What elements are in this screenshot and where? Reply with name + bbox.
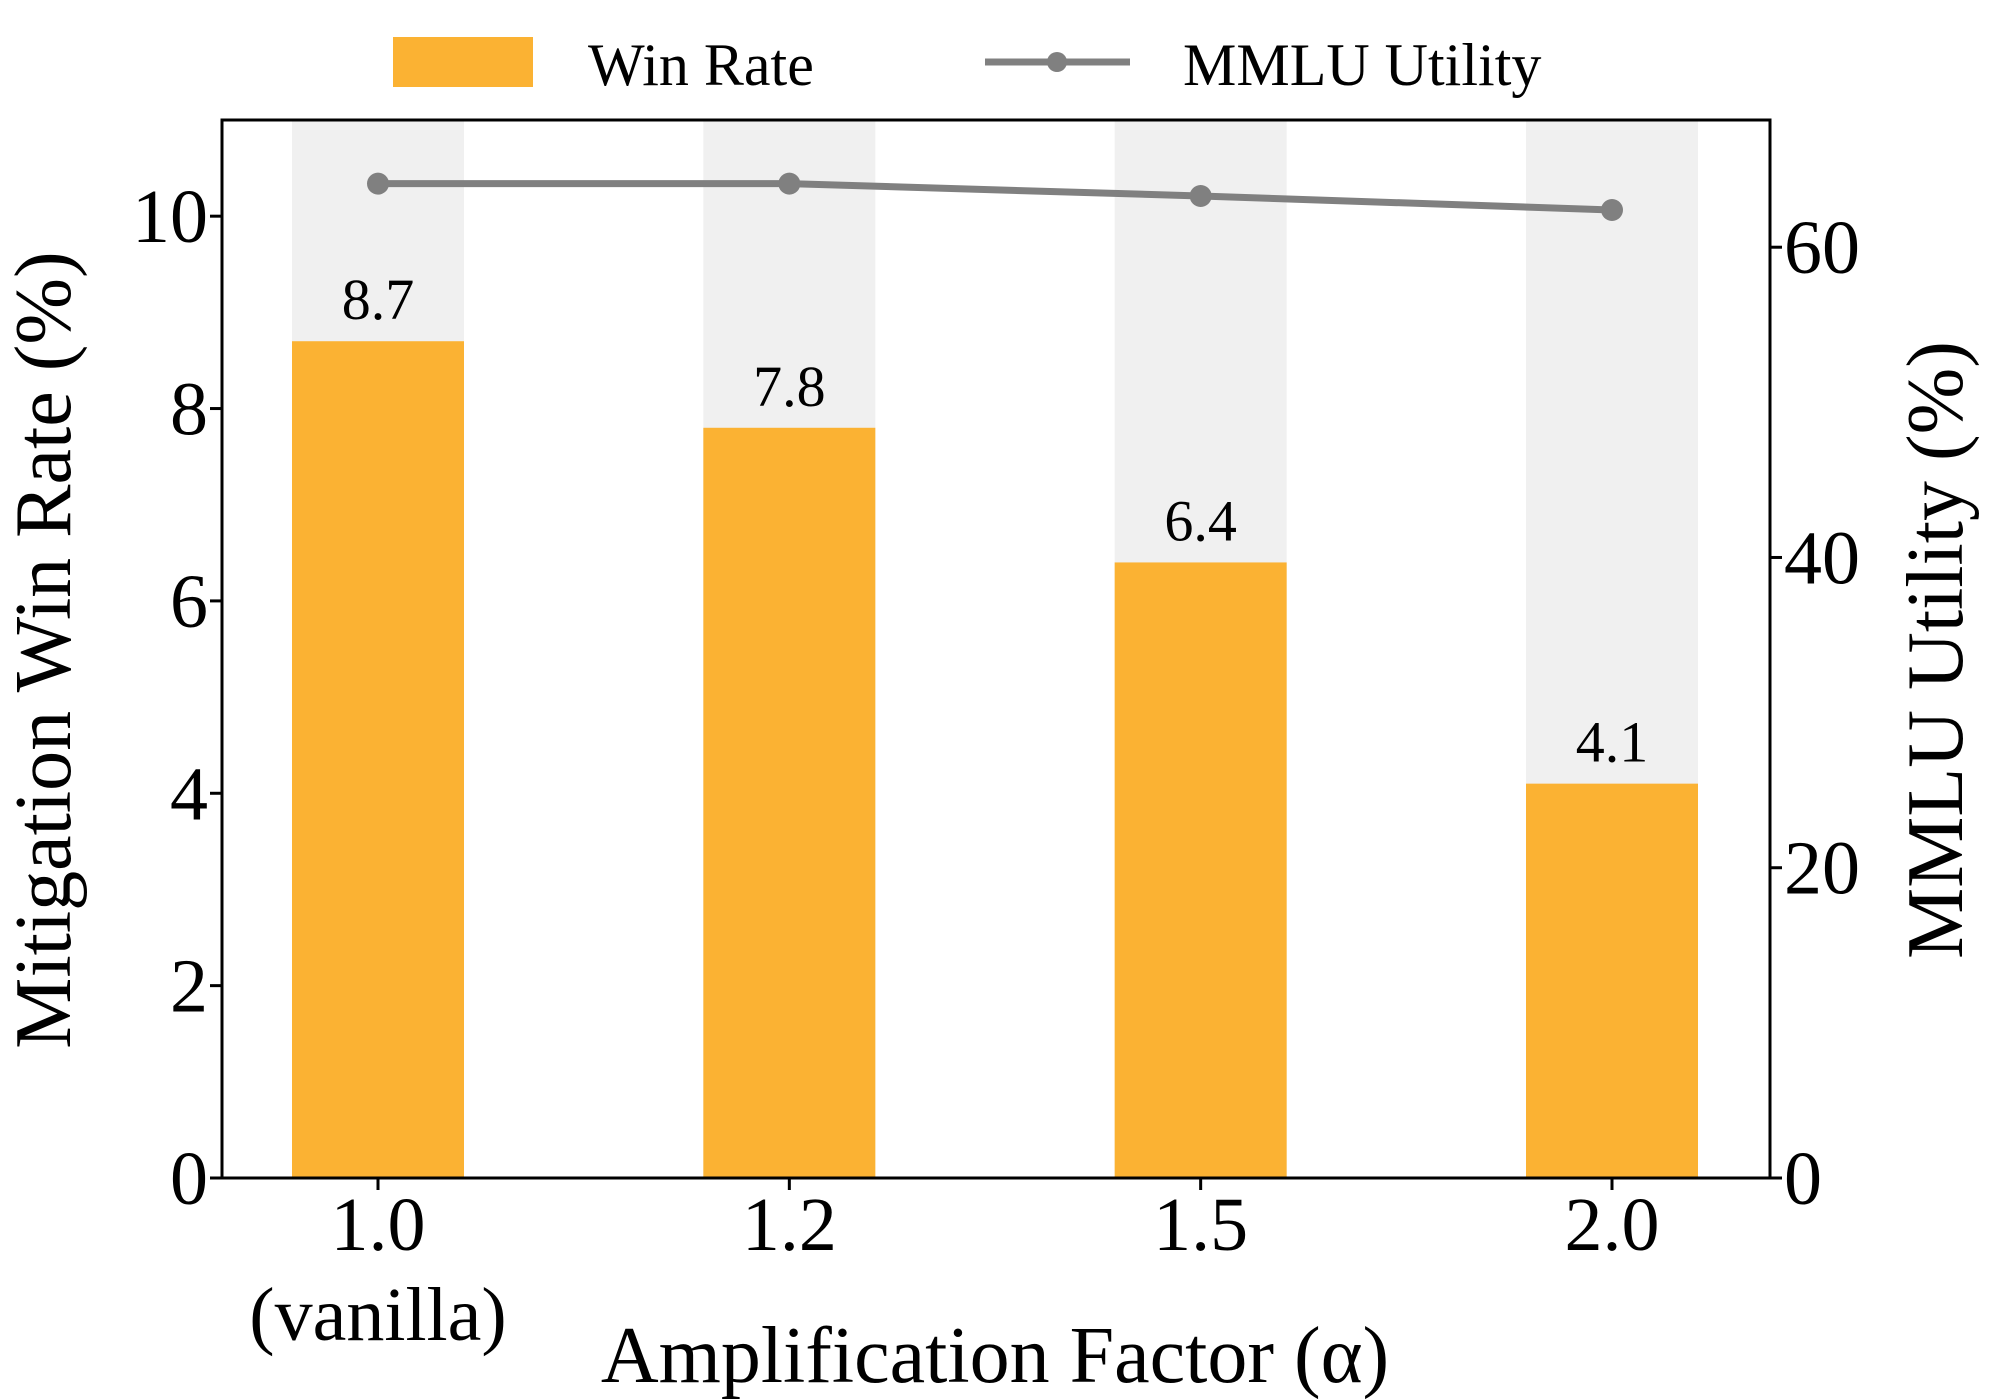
background-bands: [292, 120, 1698, 1178]
left-tick-label: 0: [170, 1137, 208, 1221]
x-tick-label: 1.2: [742, 1183, 837, 1267]
right-tick-label: 40: [1784, 516, 1860, 600]
right-tick-label: 0: [1784, 1137, 1822, 1221]
bar-data-labels: 8.7 7.8 6.4 4.1: [342, 267, 1649, 774]
x-axis-title: Amplification Factor (α): [601, 1312, 1389, 1400]
legend-label-mmlu-utility: MMLU Utility: [1183, 32, 1541, 98]
bar-data-label: 4.1: [1576, 710, 1649, 775]
mmlu-utility-line: [378, 180, 1613, 214]
mmlu-utility-series: [367, 172, 1623, 221]
bar-data-label: 8.7: [342, 267, 415, 332]
left-tick-label: 2: [170, 945, 208, 1029]
left-axis-ticks: 0 2 4 6 8 10: [132, 175, 222, 1221]
bar-data-label: 6.4: [1164, 488, 1237, 553]
win-rate-bars: [292, 341, 1698, 1179]
x-tick-sublabel: (vanilla): [249, 1273, 506, 1357]
left-tick-label: 8: [170, 368, 208, 452]
x-axis-ticks: 1.0(vanilla) 1.2 1.5 2.0: [249, 1178, 1660, 1357]
bar-win-rate-1.5: [1114, 562, 1287, 1178]
right-axis-title: MMLU Utility (%): [1892, 341, 1980, 959]
bar-win-rate-1.2: [703, 427, 876, 1178]
legend-label-win-rate: Win Rate: [588, 32, 814, 98]
right-tick-label: 20: [1784, 827, 1860, 911]
legend-swatch-mmlu-utility-marker: [1047, 52, 1067, 72]
x-tick-label: 1.5: [1153, 1183, 1248, 1267]
right-tick-label: 60: [1784, 206, 1860, 290]
x-tick-label: 2.0: [1565, 1183, 1660, 1267]
mmlu-utility-marker: [1601, 198, 1623, 221]
plot-frame: [220, 118, 1772, 1180]
mmlu-utility-marker: [1189, 185, 1212, 208]
left-tick-label: 10: [132, 175, 208, 259]
mmlu-utility-marker: [367, 172, 389, 195]
bar-data-label: 7.8: [753, 354, 826, 419]
right-axis-ticks: 0 20 40 60: [1770, 206, 1860, 1221]
left-axis-title: Mitigation Win Rate (%): [0, 251, 88, 1048]
left-tick-label: 4: [170, 752, 208, 836]
mmlu-utility-marker: [778, 172, 801, 195]
left-tick-label: 6: [170, 560, 208, 644]
bar-win-rate-1.0: [292, 341, 464, 1179]
legend: Win Rate MMLU Utility: [393, 32, 1541, 98]
bar-win-rate-2.0: [1526, 783, 1698, 1178]
legend-swatch-win-rate: [393, 37, 533, 87]
x-tick-label: 1.0: [331, 1183, 426, 1267]
